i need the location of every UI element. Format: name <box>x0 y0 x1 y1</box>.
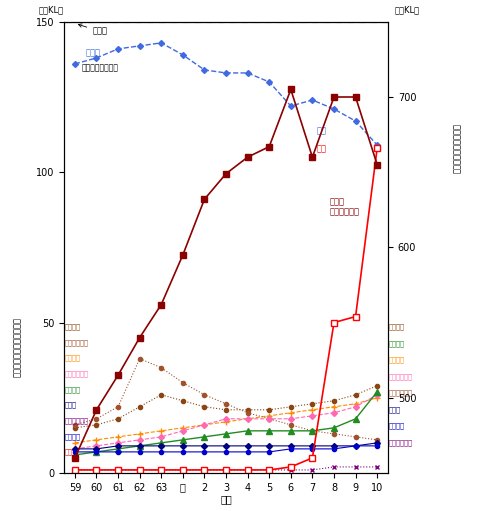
Text: （万KL）: （万KL） <box>394 6 420 15</box>
Text: 清　酒: 清 酒 <box>86 48 101 57</box>
Text: みりん: みりん <box>65 402 76 408</box>
Text: スピリッツ類: スピリッツ類 <box>389 439 413 446</box>
Text: みりん: みりん <box>389 406 401 413</box>
Text: 清酒: 清酒 <box>317 126 327 135</box>
Text: 焼酉甲類: 焼酉甲類 <box>65 323 80 330</box>
X-axis label: 年度: 年度 <box>220 494 232 504</box>
Text: （以下左目盛り）: （以下左目盛り） <box>81 63 119 72</box>
Text: 雑酒: 雑酒 <box>65 449 73 455</box>
Text: リキュール類: リキュール類 <box>65 370 88 377</box>
Text: 焼酉乙類: 焼酉乙類 <box>389 357 405 363</box>
Text: ビール: ビール <box>78 24 107 36</box>
Text: ビール
（右目盛り）: ビール （右目盛り） <box>330 197 359 216</box>
Text: （万KL）: （万KL） <box>38 6 63 15</box>
Text: 合成清酒: 合成清酒 <box>389 423 405 429</box>
Text: 合成清酒: 合成清酒 <box>65 433 80 439</box>
Y-axis label: 【ビールの課税数量】: 【ビールの課税数量】 <box>453 123 462 173</box>
Text: リキュール類: リキュール類 <box>389 373 413 380</box>
Text: 焼酉乙類: 焼酉乙類 <box>65 355 80 361</box>
Y-axis label: 【ビール以外の課税数量】: 【ビール以外の課税数量】 <box>13 317 22 377</box>
Text: スピリッツ類: スピリッツ類 <box>65 417 88 424</box>
Text: ウイスキー類: ウイスキー類 <box>389 390 413 397</box>
Text: 果実酒類: 果実酒類 <box>389 340 405 347</box>
Text: ウイスキー類: ウイスキー類 <box>65 339 88 346</box>
Text: 雑酒: 雑酒 <box>317 144 327 153</box>
Text: 焼酉甲類: 焼酉甲類 <box>389 323 405 330</box>
Text: 果実酒類: 果実酒類 <box>65 386 80 393</box>
